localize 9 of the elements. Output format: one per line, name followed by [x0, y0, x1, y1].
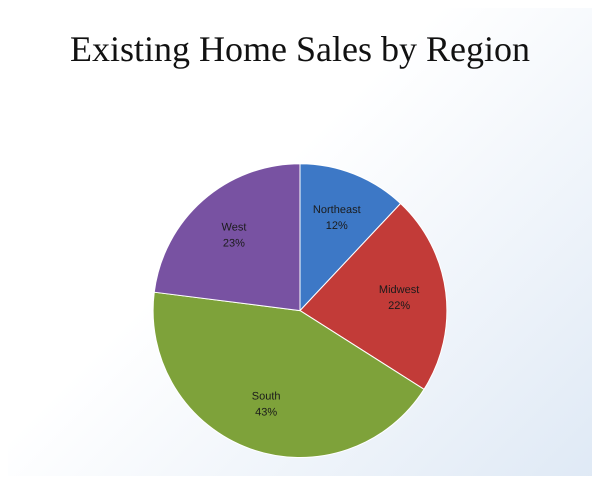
data-label: 23% [222, 238, 246, 250]
data-label: 12% [326, 220, 348, 232]
slice-label: Midwest [378, 284, 420, 296]
slice-label: West [222, 222, 246, 234]
chart-title: Existing Home Sales by Region [70, 29, 530, 70]
slice-label: South [252, 390, 281, 403]
data-label: 43% [255, 406, 278, 419]
slice-label: Northeast [312, 204, 361, 216]
data-label: 22% [388, 300, 410, 312]
